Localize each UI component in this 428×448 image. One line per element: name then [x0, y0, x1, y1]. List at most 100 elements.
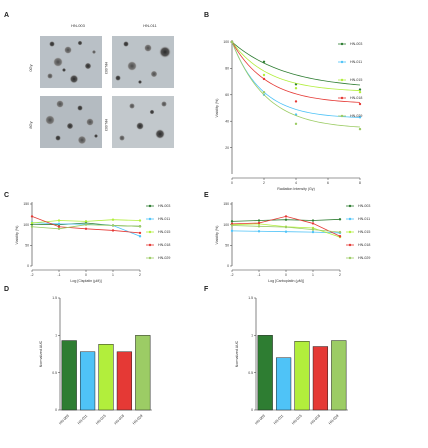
- micrograph-row-label: 0Gy: [28, 64, 33, 71]
- legend-marker: [340, 60, 344, 64]
- data-point-hn-029: [311, 228, 315, 231]
- data-point-hn-029: [230, 224, 234, 227]
- y-tick-label: 1: [251, 334, 253, 338]
- data-point-hn-018: [230, 222, 234, 226]
- y-tick-label: 0.5: [248, 371, 253, 375]
- x-tick-label: 0: [231, 181, 233, 185]
- data-point-hn-018: [111, 229, 115, 232]
- data-point-hn-018: [262, 77, 266, 81]
- legend-label: HN-029: [350, 114, 362, 118]
- x-tick-label: 1: [312, 273, 314, 277]
- data-point-hn-029: [262, 90, 266, 94]
- chart-f: 0 0.5 1 1.5 Normalized AUC HN-003 HN-011 HN-015…: [235, 296, 348, 425]
- data-point-hn-015: [57, 219, 61, 222]
- legend-marker: [148, 256, 152, 260]
- legend-label: HN-011: [358, 217, 370, 221]
- panel-label-f: F: [204, 286, 209, 293]
- data-point-hn-018: [138, 231, 142, 235]
- chart-b: 20 40 60 80 100 0 2 4 6 8 Radiation Intensity (Gy)…: [215, 40, 362, 191]
- x-tick-label: 6: [327, 181, 329, 185]
- data-point-hn-003: [284, 218, 288, 221]
- y-tick-label: 0: [55, 408, 57, 412]
- data-point-hn-003: [338, 218, 342, 221]
- x-tick-label: 4: [295, 181, 297, 185]
- x-tick-label: HN-018: [114, 414, 126, 426]
- x-tick-label: 2: [339, 273, 341, 277]
- legend-marker: [148, 217, 152, 221]
- micrograph-0gy-hn011: [112, 36, 174, 88]
- x-tick-label: HN-003: [58, 414, 70, 426]
- legend-marker: [348, 243, 352, 247]
- data-point-hn-011: [284, 230, 288, 233]
- bar-hn-029: [331, 340, 347, 411]
- y-tick-label: 100: [23, 223, 29, 227]
- panel-label-c: C: [4, 192, 10, 199]
- data-point-hn-018: [311, 222, 315, 225]
- y-tick-label: 40: [225, 119, 229, 123]
- y-axis-label: Viability (%): [215, 226, 219, 245]
- legend-label: HN-011: [158, 217, 170, 221]
- data-point-hn-018: [30, 215, 34, 218]
- x-tick-label: HN-029: [328, 414, 340, 426]
- legend-label: HN-018: [358, 243, 370, 247]
- x-tick-label: 0: [285, 273, 287, 277]
- data-point-hn-011: [358, 116, 362, 119]
- legend-label: HN-029: [158, 256, 170, 260]
- legend-label: HN-003: [158, 204, 170, 208]
- x-tick-label: -1: [57, 273, 60, 277]
- y-tick-label: 100: [223, 40, 229, 44]
- bar-hn-003: [61, 340, 77, 411]
- x-axis-label: Radiation Intensity (Gy): [277, 187, 315, 191]
- legend-marker: [148, 230, 152, 234]
- legend-label: HN-003: [358, 204, 370, 208]
- bar-hn-011: [275, 357, 292, 411]
- data-point-hn-011: [257, 230, 261, 233]
- legend-label: HN-029: [358, 256, 370, 260]
- legend-label: HN-015: [350, 78, 362, 82]
- x-tick-label: -1: [257, 273, 260, 277]
- x-tick-label: 1: [112, 273, 114, 277]
- micrograph-side-label: HN-003: [104, 119, 108, 131]
- bar-hn-029: [135, 335, 151, 411]
- data-point-hn-003: [257, 219, 261, 222]
- data-point-hn-029: [57, 227, 61, 230]
- x-axis-label: Log [Carboplatin (μM)]: [268, 279, 304, 283]
- data-point-hn-015: [294, 87, 298, 90]
- bar-hn-018: [312, 346, 329, 411]
- legend-label: HN-015: [358, 230, 370, 234]
- x-tick-label: HN-018: [310, 414, 322, 426]
- chart-e: 0 50 100 150 -2 -1 0 1 2 Log [Carboplatin (μM)] Vi…: [215, 202, 370, 283]
- data-point-hn-003: [358, 88, 362, 91]
- x-tick-label: 2: [263, 181, 265, 185]
- x-tick-label: HN-029: [132, 414, 144, 426]
- bar-hn-003: [257, 335, 273, 411]
- data-point-hn-003: [262, 60, 266, 63]
- data-point-hn-011: [138, 235, 142, 238]
- y-tick-label: 80: [225, 67, 229, 71]
- data-point-hn-018: [257, 221, 261, 225]
- y-tick-label: 0: [251, 408, 253, 412]
- y-axis-label: Normalized AUC: [39, 340, 43, 367]
- data-point-hn-015: [30, 221, 34, 225]
- y-tick-label: 0.5: [52, 371, 57, 375]
- micrograph-grid: HN-003 HN-011 0Gy 8Gy HN-003 HN-003: [28, 23, 174, 148]
- data-point-hn-018: [284, 215, 288, 218]
- x-tick-label: 8: [359, 181, 361, 185]
- legend-label: HN-011: [350, 60, 362, 64]
- bar-hn-011: [79, 351, 96, 411]
- data-point-hn-018: [294, 100, 298, 103]
- data-point-hn-029: [284, 225, 288, 229]
- panel-label-a: A: [4, 12, 10, 19]
- y-tick-label: 100: [223, 223, 229, 227]
- micrograph-row-label: 8Gy: [28, 121, 33, 128]
- data-point-hn-018: [338, 235, 342, 238]
- micrograph-side-label: HN-003: [104, 62, 108, 74]
- micrograph-column-label: HN-003: [71, 23, 86, 28]
- data-point-hn-018: [84, 227, 88, 230]
- y-tick-label: 1: [55, 334, 57, 338]
- y-tick-label: 1.5: [248, 296, 253, 300]
- data-point-hn-015: [358, 90, 362, 94]
- y-tick-label: 50: [225, 244, 229, 248]
- micrograph-column-label: HN-011: [143, 23, 157, 28]
- panel-label-e: E: [204, 192, 209, 199]
